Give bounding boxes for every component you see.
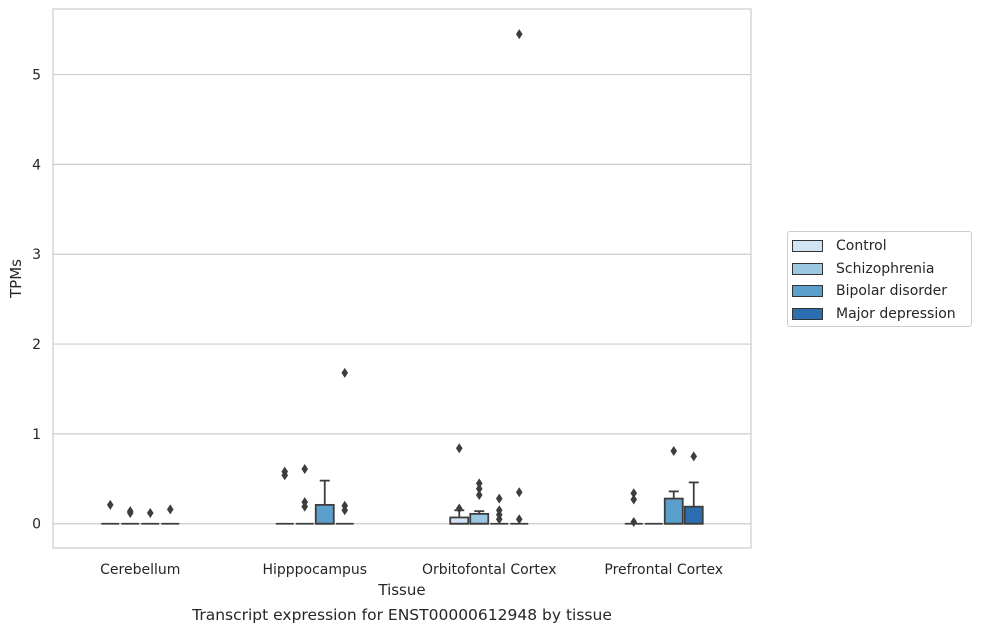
outlier-point (455, 443, 463, 454)
box-major-depression (683, 451, 704, 525)
outlier-point (341, 367, 349, 378)
x-tick-label: Hipppocampus (262, 562, 367, 578)
plot-frame (52, 8, 752, 549)
x-tick-label: Cerebellum (100, 562, 180, 578)
outlier-point (166, 504, 174, 515)
box-schizophrenia (469, 478, 490, 525)
x-tick-label: Prefrontal Cortex (604, 562, 723, 578)
y-tick-label: 1 (32, 427, 41, 443)
outlier-point (670, 445, 678, 456)
legend-label: Major depression (836, 305, 956, 322)
outlier-point (341, 500, 349, 511)
y-axis-label: TPMs (7, 259, 25, 299)
box-bipolar-disorder (490, 493, 509, 525)
y-tick-label: 5 (32, 68, 41, 84)
outlier-point (281, 466, 289, 477)
legend-label: Bipolar disorder (836, 283, 948, 299)
legend-item: Schizophrenia (792, 259, 934, 279)
box-major-depression (335, 367, 354, 525)
y-tick-label: 4 (32, 157, 41, 173)
box-schizophrenia (295, 463, 314, 525)
box-schizophrenia (121, 506, 140, 525)
outlier-point (515, 29, 523, 40)
legend-swatch (792, 285, 823, 297)
y-tick-label: 2 (32, 337, 41, 353)
legend-item: Bipolar disorder (792, 281, 947, 301)
box-control (275, 466, 294, 525)
outlier-point (495, 505, 503, 516)
x-tick-labels: Cerebellum Hipppocampus Orbitofontal Corte… (100, 562, 723, 578)
y-tick-label: 3 (32, 247, 41, 263)
box-major-depression (161, 504, 180, 525)
legend-swatch (792, 262, 823, 275)
legend-item: Control (792, 236, 887, 256)
outlier-point (515, 487, 523, 498)
legend-item: Major depression (792, 304, 956, 324)
figure-caption: Transcript expression for ENST0000061294… (192, 606, 612, 624)
legend-swatch (792, 240, 823, 252)
outlier-point (475, 489, 483, 500)
box-bipolar-disorder (663, 445, 684, 525)
legend-label: Control (836, 238, 887, 254)
outlier-point (146, 507, 154, 518)
legend-swatch (792, 307, 823, 320)
y-tick-labels: 0 1 2 3 4 5 (32, 68, 41, 533)
y-tick-label: 0 (32, 517, 41, 533)
outlier-point (301, 497, 309, 508)
outlier-point (301, 463, 309, 474)
box-bipolar-disorder (314, 479, 335, 525)
outlier-point (475, 483, 483, 494)
boxes (101, 29, 704, 527)
outlier-point (690, 451, 698, 462)
box-control (624, 488, 643, 527)
grid-lines (53, 73, 751, 525)
outlier-point (475, 478, 483, 489)
outlier-point (495, 493, 503, 504)
box-bipolar-disorder (141, 507, 160, 525)
outlier-point (106, 499, 114, 510)
outlier-point (630, 494, 638, 505)
box-control (449, 443, 470, 525)
legend-label: Schizophrenia (836, 260, 935, 277)
box-major-depression (510, 29, 529, 525)
outlier-point (630, 516, 638, 527)
outlier-point (455, 503, 463, 514)
x-axis-label: Tissue (377, 581, 425, 599)
legend: Control Schizophrenia Bipolar disorder Majo… (787, 231, 972, 327)
outlier-point (515, 514, 523, 525)
box-control (101, 499, 120, 525)
outlier-point (630, 488, 638, 499)
outlier-point (126, 506, 134, 517)
x-tick-label: Orbitofontal Cortex (422, 562, 557, 578)
